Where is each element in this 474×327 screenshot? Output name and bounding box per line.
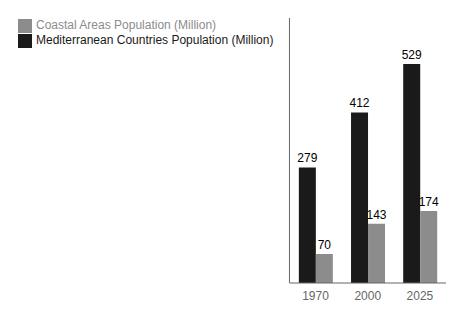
html-text:Mediterranean Countries Popula: Mediterranean Countries Population (Mill… (36, 32, 274, 47)
svg-text:412: 412 (350, 96, 370, 110)
html-text:Coastal Areas Population (Mill: Coastal Areas Population (Million) (36, 18, 217, 32)
svg-text:143: 143 (367, 208, 387, 222)
svg-text:70: 70 (318, 238, 332, 252)
svg-text:2025: 2025 (407, 289, 434, 303)
svg-text:174: 174 (419, 195, 439, 209)
svg-text:1970: 1970 (302, 289, 329, 303)
svg-text:529: 529 (402, 48, 422, 62)
svg-text:2000: 2000 (354, 289, 381, 303)
svg-text:279: 279 (297, 151, 317, 165)
